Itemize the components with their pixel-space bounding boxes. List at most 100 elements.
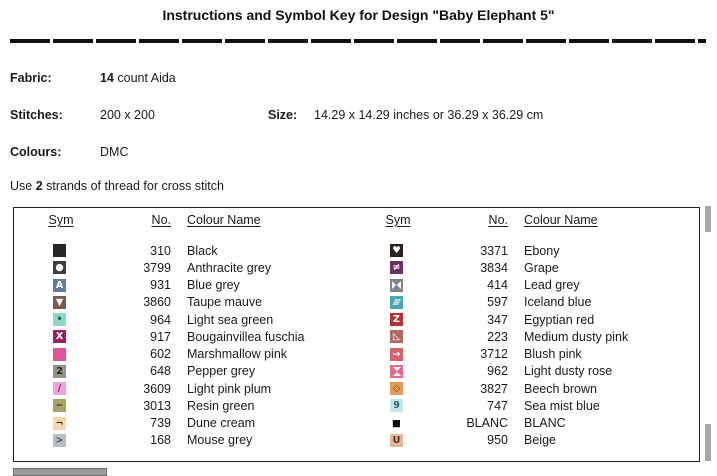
letter-a-symbol: A <box>53 278 66 292</box>
key-row: >168 Mouse grey <box>14 432 351 449</box>
key-row: U 950 Beige <box>351 432 699 449</box>
thread-number: 414 <box>487 278 508 293</box>
colour-name: Bougainvillea fuschia <box>187 329 305 344</box>
horizontal-scrollbar-thumb[interactable] <box>13 468 107 476</box>
thread-number: 917 <box>150 329 171 344</box>
symbol-glyph: ● <box>55 262 64 274</box>
greater-than-symbol: > <box>53 433 66 447</box>
key-row: ≡ 597 Iceland blue <box>351 294 699 311</box>
key-header-left: Sym No. Colour Name <box>14 213 351 230</box>
colour-name: Marshmallow pink <box>187 347 288 362</box>
column-header-colour-name: Colour Name <box>187 213 261 227</box>
strands-suffix: strands of thread for cross stitch <box>42 179 224 193</box>
symbol-glyph: Z <box>393 314 400 326</box>
thread-number: 3371 <box>480 243 508 258</box>
symbol-glyph: ◢ <box>59 351 65 360</box>
hourglass-symbol <box>390 364 403 378</box>
symbol-glyph: U <box>392 434 401 446</box>
colour-name: Pepper grey <box>187 364 256 379</box>
colour-name: Blue grey <box>187 278 240 293</box>
size-value: 14.29 x 14.29 inches or 36.29 x 36.29 cm <box>314 108 544 122</box>
key-row: • 964 Light sea green <box>14 311 351 328</box>
fabric-count: 14 <box>100 71 114 85</box>
key-row: Z 347 Egyptian red <box>351 311 699 328</box>
circle-symbol: ● <box>53 261 66 275</box>
key-row: ♥ 3371 Ebony <box>351 242 699 259</box>
symbol-glyph: ■ <box>392 417 401 429</box>
colour-name: BLANC <box>524 416 566 431</box>
thread-number: 962 <box>487 364 508 379</box>
vertical-scrollbar-thumb-top[interactable] <box>705 206 711 232</box>
colour-name: Lead grey <box>524 278 580 293</box>
colour-name: Light dusty rose <box>524 364 613 379</box>
thread-number: 3799 <box>143 260 171 275</box>
letter-z-symbol: Z <box>390 313 403 327</box>
slash-symbol: / <box>53 382 66 396</box>
symbol-glyph: A <box>55 279 64 291</box>
key-header-right: Sym No. Colour Name <box>351 213 699 230</box>
symbol-glyph: / <box>57 383 62 395</box>
arrow-right-symbol: → <box>390 347 403 361</box>
key-row: 9 747 Sea mist blue <box>351 397 699 414</box>
column-header-sym: Sym <box>48 213 74 227</box>
key-row: ¬ 739 Dune cream <box>14 415 351 432</box>
thread-number: 950 <box>487 433 508 448</box>
black-square-symbol <box>53 244 66 258</box>
thread-number: 3609 <box>143 381 171 396</box>
thread-number: 347 <box>487 312 508 327</box>
thread-number: 648 <box>150 364 171 379</box>
colour-name: Dune cream <box>187 416 256 431</box>
key-row: 414 Lead grey <box>351 277 699 294</box>
fabric-value: 14 count Aida <box>100 71 176 85</box>
thread-number: 168 <box>150 433 171 448</box>
triangle-outline-symbol: ◺ <box>390 330 403 344</box>
column-header-no: No. <box>488 213 508 227</box>
colour-name: Iceland blue <box>524 295 592 310</box>
key-row: / 3609 Light pink plum <box>14 380 351 397</box>
key-left-column: Sym No. Colour Name 310 Black ● 3799 Anthrac… <box>14 208 351 461</box>
symbol-glyph: ≠ <box>392 262 401 274</box>
key-row: − 3013 Resin green <box>14 397 351 414</box>
key-row: ◢ 602 Marshmallow pink <box>14 346 351 363</box>
key-row: X 917 Bougainvillea fuschia <box>14 328 351 345</box>
down-triangle-symbol: ▼ <box>53 295 66 309</box>
key-row: 962 Light dusty rose <box>351 363 699 380</box>
colour-name: Grape <box>524 260 559 275</box>
page-title: Instructions and Symbol Key for Design "… <box>162 7 555 23</box>
key-right-column: Sym No. Colour Name ♥ 3371 Ebony ≠ 3834 Grape… <box>351 208 699 461</box>
symbol-glyph: − <box>55 400 64 412</box>
dash-symbol: − <box>53 399 66 413</box>
colour-name: Anthracite grey <box>187 260 272 275</box>
colour-name: Resin green <box>187 398 255 413</box>
thread-number: 739 <box>150 416 171 431</box>
letter-u-symbol: U <box>390 433 403 447</box>
key-row: ● 3799 Anthracite grey <box>14 259 351 276</box>
colour-name: Mouse grey <box>187 433 253 448</box>
colour-name: Black <box>187 243 218 258</box>
column-header-sym: Sym <box>385 213 411 227</box>
thread-number: 747 <box>487 398 508 413</box>
symbol-glyph: > <box>55 434 64 446</box>
stitches-value: 200 x 200 <box>100 108 155 122</box>
symbol-glyph <box>53 244 66 257</box>
symbol-glyph: 9 <box>393 400 400 412</box>
fabric-label: Fabric: <box>10 71 52 85</box>
thread-number: BLANC <box>466 416 508 431</box>
symbol-glyph: → <box>392 348 401 360</box>
thread-number: 964 <box>150 312 171 327</box>
dot-symbol: • <box>53 313 66 327</box>
thread-number: 3860 <box>143 295 171 310</box>
key-row: ◺ 223 Medium dusty pink <box>351 328 699 345</box>
colour-name: Ebony <box>524 243 560 258</box>
title-divider-rule <box>10 39 706 43</box>
colours-label: Colours: <box>10 145 62 159</box>
thread-number: 3827 <box>480 381 508 396</box>
triple-slash-symbol: ≡ <box>390 295 403 309</box>
heart-symbol: ♥ <box>390 244 403 258</box>
key-row: A 931 Blue grey <box>14 277 351 294</box>
colour-name: Light pink plum <box>187 381 272 396</box>
vertical-scrollbar-thumb-bottom[interactable] <box>705 424 711 461</box>
key-row: ◇ 3827 Beech brown <box>351 380 699 397</box>
colour-name: Light sea green <box>187 312 274 327</box>
